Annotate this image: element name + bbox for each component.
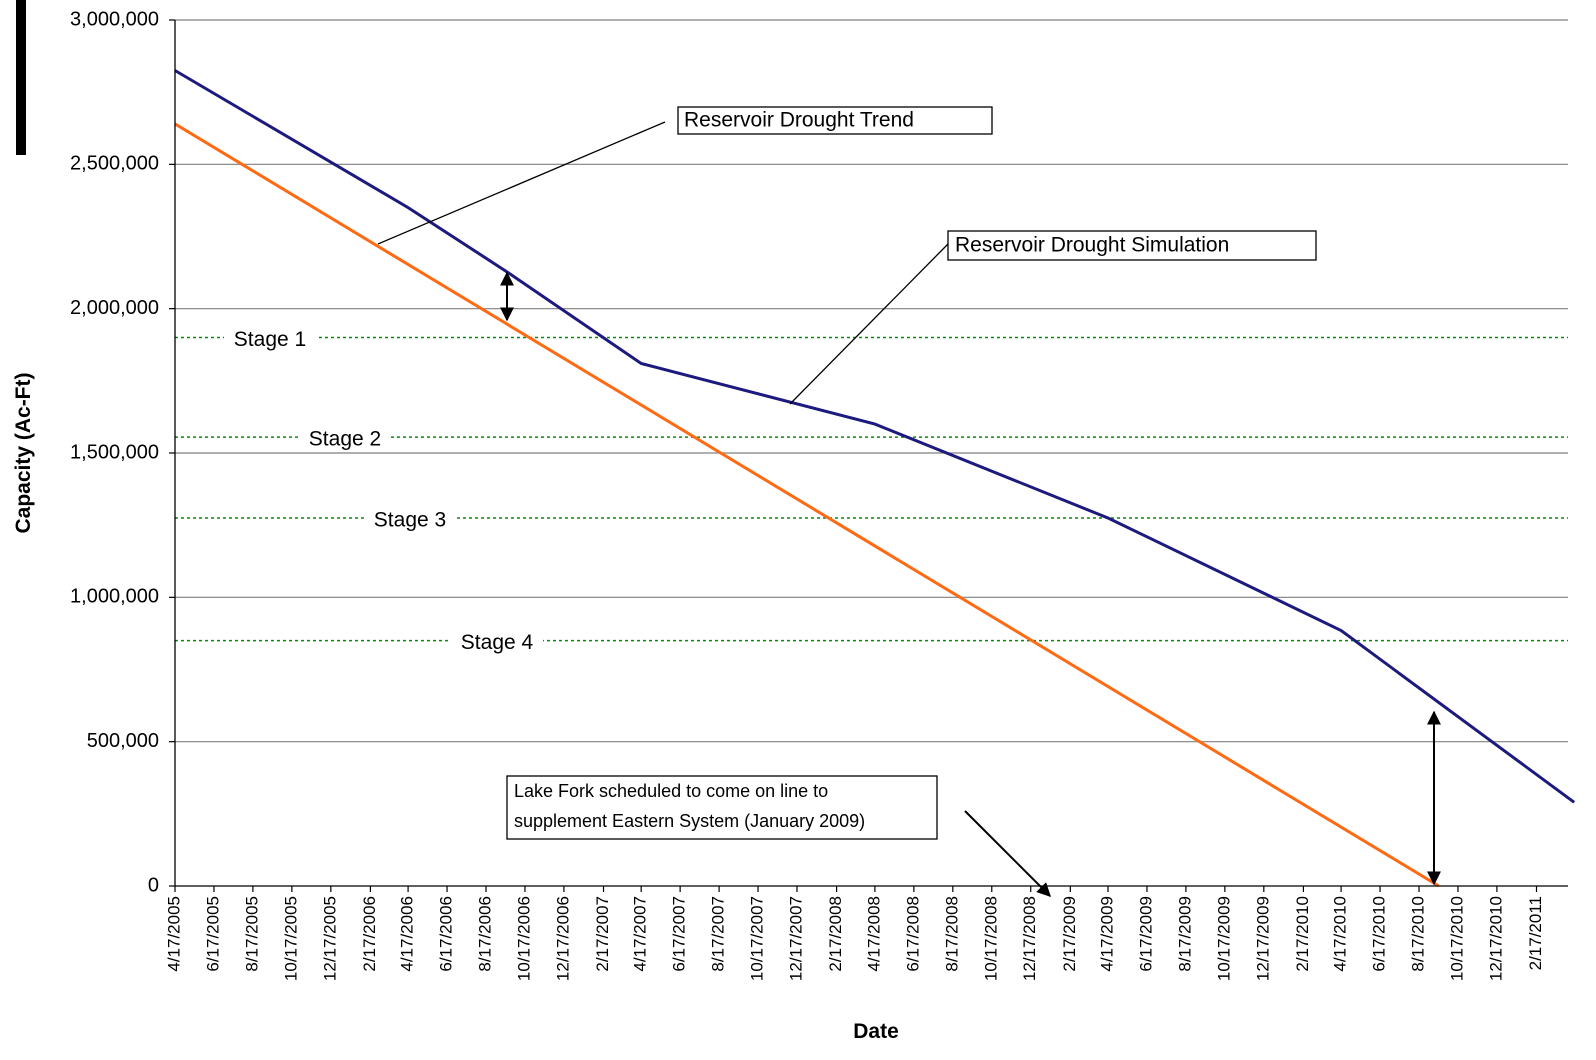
annotation-box	[947, 230, 1317, 261]
x-tick-label: 8/17/2010	[1408, 896, 1427, 972]
x-tick-label: 2/17/2009	[1060, 896, 1079, 972]
x-tick-label: 12/17/2007	[786, 896, 805, 981]
stage-label-bg	[364, 505, 456, 530]
stage-label-bg	[299, 425, 391, 450]
annotation-box	[506, 775, 938, 840]
y-tick-label: 2,000,000	[70, 297, 159, 319]
x-tick-label: 4/17/2009	[1097, 896, 1116, 972]
stage-label-bg	[451, 628, 543, 653]
annotation: Reservoir Drought Simulation	[955, 234, 1229, 257]
x-tick-label: 8/17/2005	[242, 896, 261, 972]
x-tick-label: 6/17/2009	[1136, 896, 1155, 972]
x-tick-label: 12/17/2008	[1020, 896, 1039, 981]
x-tick-label: 2/17/2010	[1293, 896, 1312, 972]
annotation: Lake Fork scheduled to come on line to	[514, 781, 828, 801]
leader-line	[789, 243, 949, 405]
x-tick-label: 4/17/2007	[631, 896, 650, 972]
y-tick-label: 2,500,000	[70, 153, 159, 175]
x-axis-title: Date	[853, 1020, 899, 1043]
y-tick-label: 1,500,000	[70, 441, 159, 463]
x-tick-label: 6/17/2005	[203, 896, 222, 972]
x-tick-label: 10/17/2005	[281, 896, 300, 981]
x-tick-label: 4/17/2008	[864, 896, 883, 972]
series-line	[174, 69, 1576, 804]
x-tick-label: 10/17/2008	[981, 896, 1000, 981]
axes: 0 500,000 1,000,000 1,500,000 2,000,000 2,500…	[70, 8, 1568, 981]
annotation: supplement Eastern System (January 2009)	[514, 811, 865, 831]
stage-label-bg	[224, 325, 316, 350]
x-tick-label: 10/17/2009	[1214, 896, 1233, 981]
leader-line	[377, 121, 666, 245]
x-tick-label: 12/17/2010	[1486, 896, 1505, 981]
y-tick-label: 500,000	[87, 730, 159, 752]
stage-label: Stage 3	[374, 508, 446, 531]
x-tick-label: 4/17/2006	[398, 896, 417, 972]
stage-label: Stage 2	[309, 428, 381, 451]
series	[174, 69, 1576, 888]
stage-label: Stage 1	[234, 328, 306, 351]
y-tick-label: 3,000,000	[70, 8, 159, 30]
x-tick-label: 8/17/2007	[709, 896, 728, 972]
y-tick-label: 1,000,000	[70, 586, 159, 608]
annotation: Reservoir Drought Trend	[684, 109, 914, 132]
x-tick-label: 6/17/2006	[437, 896, 456, 972]
x-tick-label: 12/17/2006	[553, 896, 572, 981]
x-tick-label: 12/17/2005	[320, 896, 339, 981]
x-tick-label: 6/17/2010	[1370, 896, 1389, 972]
x-tick-label: 10/17/2010	[1447, 896, 1466, 981]
x-tick-label: 12/17/2009	[1253, 896, 1272, 981]
x-tick-label: 4/17/2010	[1331, 896, 1350, 972]
x-tick-label: 8/17/2009	[1175, 896, 1194, 972]
stage-label: Stage 4	[461, 631, 534, 654]
y-axis-title: Capacity (Ac-Ft)	[12, 372, 35, 533]
x-tick-label: 8/17/2006	[475, 896, 494, 972]
grid	[175, 19, 1568, 743]
x-tick-label: 6/17/2007	[670, 896, 689, 972]
x-tick-label: 10/17/2006	[514, 896, 533, 981]
decor-bar	[16, 0, 26, 155]
annotation-box	[677, 106, 993, 135]
y-tick-label: 0	[148, 874, 159, 896]
x-tick-label: 10/17/2007	[748, 896, 767, 981]
x-tick-label: 2/17/2008	[826, 896, 845, 972]
x-tick-label: 2/17/2011	[1526, 896, 1545, 970]
x-tick-label: 2/17/2007	[593, 896, 612, 972]
x-tick-label: 8/17/2008	[942, 896, 961, 972]
series-line	[174, 122, 1440, 888]
arrow	[964, 810, 1051, 897]
reference-lines: Stage 1 Stage 2 Stage 3 Stage 4	[175, 325, 1568, 654]
x-tick-label: 4/17/2005	[164, 896, 183, 972]
x-tick-label: 6/17/2008	[903, 896, 922, 972]
x-tick-label: 2/17/2006	[360, 896, 379, 972]
